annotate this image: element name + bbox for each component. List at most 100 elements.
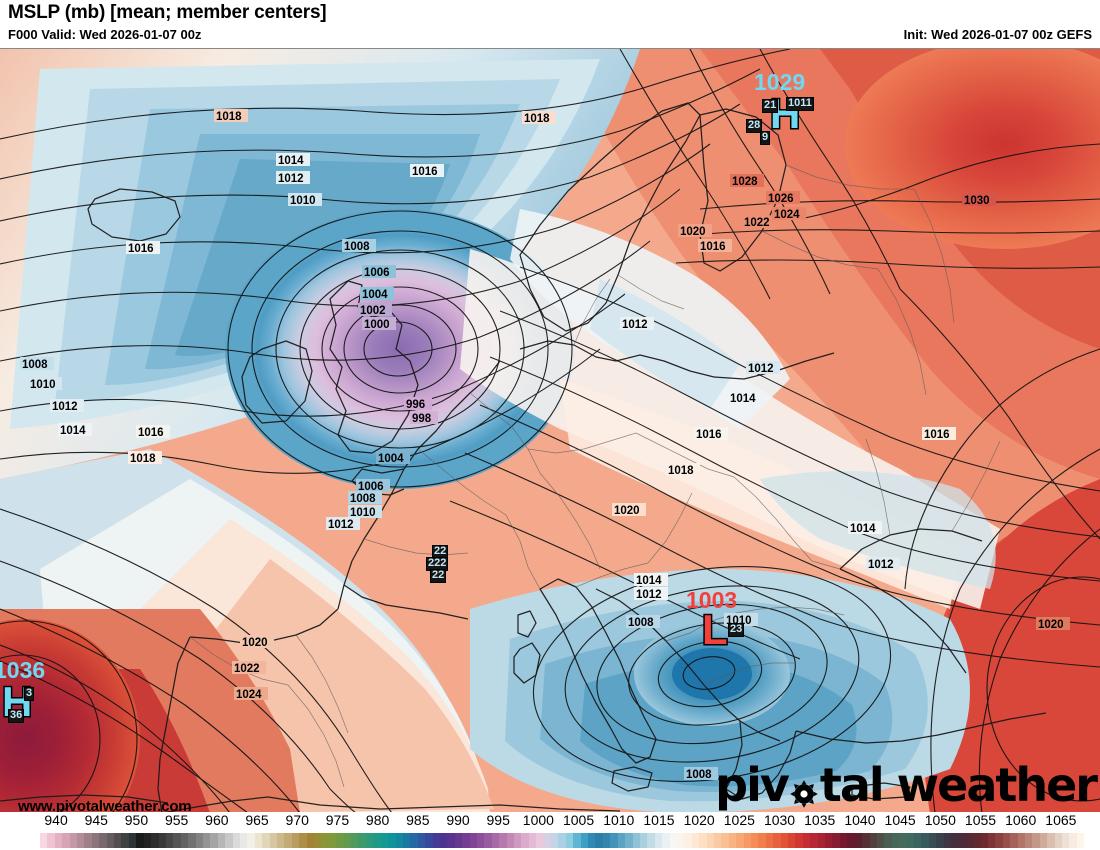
colorbar-swatch xyxy=(165,833,174,848)
colorbar-swatch xyxy=(447,833,455,848)
colorbar-swatch xyxy=(84,833,92,848)
colorbar[interactable]: 940 945 950 955 960 965 970 975 980 985 990 995 1000… xyxy=(0,812,1100,850)
colorbar-swatch xyxy=(743,833,751,848)
colorbar-swatch xyxy=(573,833,581,848)
svg-text:1010: 1010 xyxy=(30,379,56,391)
svg-text:1008: 1008 xyxy=(686,769,712,781)
colorbar-swatch xyxy=(343,833,352,848)
colorbar-swatch xyxy=(699,833,707,848)
colorbar-swatch xyxy=(106,833,115,848)
colorbar-swatch xyxy=(973,833,981,848)
colorbar-tick-label: 970 xyxy=(285,812,309,828)
colorbar-swatch xyxy=(128,833,137,848)
colorbar-swatch xyxy=(832,833,840,848)
svg-text:998: 998 xyxy=(412,413,432,425)
colorbar-swatch xyxy=(788,833,796,848)
colorbar-swatch xyxy=(1069,833,1077,848)
colorbar-swatch xyxy=(839,833,848,848)
svg-text:1008: 1008 xyxy=(344,241,370,253)
colorbar-swatch xyxy=(410,833,418,848)
svg-text:1008: 1008 xyxy=(22,359,48,371)
svg-text:1024: 1024 xyxy=(774,209,800,221)
svg-text:1012: 1012 xyxy=(622,319,648,331)
colorbar-tick-label: 985 xyxy=(406,812,430,828)
colorbar-swatch xyxy=(676,833,685,848)
colorbar-swatch xyxy=(1047,833,1055,848)
colorbar-swatch xyxy=(114,833,122,848)
high-core-northeast xyxy=(845,49,1100,249)
colorbar-swatch xyxy=(469,833,477,848)
gear-icon xyxy=(789,770,819,808)
svg-text:1014: 1014 xyxy=(60,425,86,437)
colorbar-swatch xyxy=(728,833,737,848)
colorbar-swatch xyxy=(454,833,463,848)
colorbar-swatch xyxy=(780,833,789,848)
svg-text:1016: 1016 xyxy=(924,429,950,441)
colorbar-swatch xyxy=(1002,833,1011,848)
valid-time-label: F000 Valid: Wed 2026-01-07 00z xyxy=(8,27,202,42)
colorbar-swatch xyxy=(936,833,944,848)
svg-text:1016: 1016 xyxy=(700,241,726,253)
colorbar-swatch xyxy=(121,833,129,848)
svg-text:1018: 1018 xyxy=(524,113,550,125)
svg-text:1008: 1008 xyxy=(350,493,376,505)
colorbar-tick-label: 990 xyxy=(446,812,470,828)
colorbar-swatch xyxy=(402,833,411,848)
colorbar-swatch xyxy=(358,833,366,848)
colorbar-swatch xyxy=(884,833,892,848)
colorbar-swatch xyxy=(491,833,500,848)
colorbar-swatch xyxy=(736,833,744,848)
colorbar-swatch xyxy=(625,833,633,848)
colorbar-swatch xyxy=(269,833,277,848)
colorbar-swatch xyxy=(980,833,988,848)
svg-text:1012: 1012 xyxy=(278,173,304,185)
svg-text:1028: 1028 xyxy=(732,176,758,188)
colorbar-tick-label: 1015 xyxy=(643,812,675,828)
colorbar-swatch xyxy=(610,833,618,848)
website-url[interactable]: www.pivotalweather.com xyxy=(18,798,192,815)
colorbar-tick-label: 1065 xyxy=(1045,812,1077,828)
colorbar-swatch xyxy=(277,833,285,848)
colorbar-swatch xyxy=(528,833,537,848)
svg-text:1014: 1014 xyxy=(278,155,304,167)
svg-text:1020: 1020 xyxy=(680,226,706,238)
svg-text:1018: 1018 xyxy=(216,111,242,123)
colorbar-tick-label: 950 xyxy=(124,812,149,828)
colorbar-swatch xyxy=(47,833,55,848)
colorbar-tick-label: 965 xyxy=(245,812,269,828)
svg-text:1004: 1004 xyxy=(378,453,404,465)
colorbar-swatch xyxy=(91,833,100,848)
colorbar-swatch xyxy=(580,833,589,848)
svg-text:1018: 1018 xyxy=(130,453,156,465)
colorbar-swatch xyxy=(373,833,381,848)
colorbar-swatch xyxy=(847,833,855,848)
colorbar-swatch xyxy=(558,833,566,848)
colorbar-swatch xyxy=(506,833,514,848)
svg-text:1016: 1016 xyxy=(138,427,164,439)
colorbar-swatch xyxy=(158,833,166,848)
low-symbol: L xyxy=(701,606,730,653)
colorbar-tick-label: 940 xyxy=(44,812,68,828)
svg-text:1002: 1002 xyxy=(360,305,386,317)
colorbar-swatch xyxy=(913,833,922,848)
colorbar-swatch xyxy=(602,833,611,848)
svg-text:1008: 1008 xyxy=(628,617,654,629)
colorbar-swatch xyxy=(869,833,877,848)
colorbar-swatch xyxy=(988,833,996,848)
colorbar-tick-label: 1005 xyxy=(562,812,595,828)
colorbar-swatch xyxy=(765,833,774,848)
colorbar-swatch xyxy=(202,833,211,848)
colorbar-swatch xyxy=(521,833,529,848)
mslp-map[interactable]: 1018 1018 1014 1012 1016 1010 1016 1008 … xyxy=(0,48,1100,812)
pivotal-weather-logo: piv tal weather xyxy=(715,762,1098,808)
colorbar-swatch xyxy=(514,833,522,848)
colorbar-swatch xyxy=(958,833,966,848)
colorbar-tick-label: 995 xyxy=(486,812,510,828)
colorbar-swatch xyxy=(210,833,218,848)
svg-text:1014: 1014 xyxy=(850,523,876,535)
colorbar-swatch xyxy=(143,833,152,848)
colorbar-swatch xyxy=(795,833,803,848)
colorbar-swatches xyxy=(40,833,1085,848)
svg-text:1012: 1012 xyxy=(868,559,894,571)
colorbar-tick-label: 960 xyxy=(205,812,229,828)
